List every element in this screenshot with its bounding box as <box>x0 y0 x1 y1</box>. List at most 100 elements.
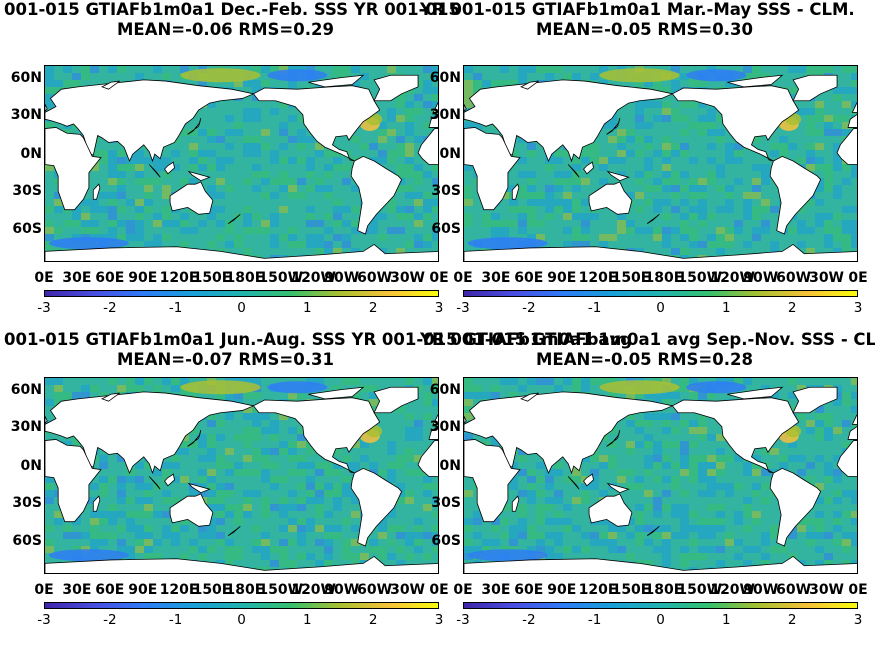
land-mass <box>464 439 521 523</box>
lon-tick-label: 150E <box>192 270 232 286</box>
lon-tick-label: 0E <box>34 582 54 598</box>
land-mass <box>45 555 438 573</box>
lat-tick-label: 30S <box>12 183 42 200</box>
panel-title-line1: YR 001-015 GTIAFb1m0a1 Mar.-May SSS - CL… <box>420 0 855 19</box>
land-mass <box>432 414 438 425</box>
lon-tick-label: 150W <box>258 270 304 286</box>
colorbar-tick-label: 3 <box>853 300 863 316</box>
lat-tick-label: 60N <box>10 381 42 398</box>
lon-tick-label: 120W <box>710 582 755 598</box>
land-mass <box>252 397 381 474</box>
map-canvas <box>464 66 857 261</box>
land-mass <box>836 128 857 165</box>
land-mass <box>671 85 800 162</box>
colorbar-tick-label: 3 <box>434 612 444 628</box>
lat-tick-label: 60N <box>429 69 461 86</box>
lon-tick-label: 0E <box>453 582 473 598</box>
lon-tick-label: 90W <box>324 270 360 286</box>
land-mass <box>164 161 175 175</box>
panel-title-line1: 001-015 GTIAFb1m0a1 Jun.-Aug. SSS YR 001… <box>4 330 633 349</box>
colorbar-tick-label: 0 <box>237 300 246 316</box>
land-mass <box>101 80 120 90</box>
land-mass <box>45 416 48 424</box>
land-mass <box>428 425 438 440</box>
lat-tick-label: 0N <box>439 457 461 474</box>
salinity-map-0 <box>44 65 439 262</box>
land-mass <box>520 80 539 90</box>
land-mass <box>373 74 419 102</box>
lat-tick-label: 30N <box>10 107 42 124</box>
lon-tick-label: 150W <box>677 582 723 598</box>
land-mass <box>511 495 520 512</box>
colorbar-tick-label: -2 <box>522 612 536 628</box>
land-mass <box>148 476 161 490</box>
land-mass <box>836 440 857 477</box>
panel-title-line1: YR 001-015 GTIAFb1m0a1 avg Sep.-Nov. SSS… <box>420 330 875 349</box>
lon-tick-label: 60E <box>514 582 544 598</box>
lat-tick-label: 0N <box>20 457 42 474</box>
land-mass <box>45 243 438 261</box>
lat-tick-label: 30S <box>431 183 461 200</box>
land-mass <box>606 170 630 182</box>
colorbar-tick-label: -3 <box>456 612 470 628</box>
lon-tick-label: 180E <box>225 270 265 286</box>
land-mass <box>45 127 102 211</box>
map-canvas <box>45 378 438 573</box>
land-mass <box>588 181 633 215</box>
land-mass <box>428 113 438 128</box>
map-panel-son: YR 001-015 GTIAFb1m0a1 avg Sep.-Nov. SSS… <box>420 330 875 656</box>
lon-tick-label: 90W <box>324 582 360 598</box>
land-mass <box>671 397 800 474</box>
land-mass <box>417 440 438 477</box>
land-mass <box>847 425 857 440</box>
colorbar-tick-label: 2 <box>368 612 378 628</box>
land-mass <box>464 416 467 424</box>
lon-tick-label: 120W <box>291 270 336 286</box>
map-canvas <box>464 378 857 573</box>
land-mass <box>511 183 520 200</box>
colorbar-tick-label: 1 <box>303 612 312 628</box>
lon-tick-label: 90E <box>547 270 577 286</box>
land-mass <box>417 128 438 165</box>
lon-tick-label: 60E <box>514 270 544 286</box>
lon-tick-label: 0E <box>429 270 449 286</box>
salinity-map-2 <box>44 377 439 574</box>
land-mass <box>727 386 784 400</box>
lon-tick-label: 90W <box>743 582 779 598</box>
land-mass <box>92 495 101 512</box>
lon-tick-label: 90E <box>128 582 158 598</box>
land-mass <box>227 214 241 224</box>
lat-tick-label: 30N <box>429 107 461 124</box>
lon-tick-label: 150W <box>677 270 723 286</box>
land-mass <box>92 183 101 200</box>
lon-tick-label: 150E <box>611 582 651 598</box>
land-mass <box>252 85 381 162</box>
land-mass <box>464 79 674 163</box>
land-mass <box>583 473 594 487</box>
land-mass <box>851 414 857 425</box>
lon-tick-label: 120E <box>578 270 618 286</box>
lat-tick-label: 30S <box>12 495 42 512</box>
lon-tick-label: 150W <box>258 582 304 598</box>
map-panel-mam: YR 001-015 GTIAFb1m0a1 Mar.-May SSS - CL… <box>420 0 875 325</box>
land-mass <box>148 164 161 178</box>
salinity-map-3 <box>463 377 858 574</box>
colorbar-tick-label: -2 <box>103 300 117 316</box>
land-mass <box>350 155 403 235</box>
land-mass <box>769 467 822 547</box>
colorbar-tick-label: 0 <box>656 300 665 316</box>
colorbar-tick-label: -1 <box>168 300 183 316</box>
land-mass <box>227 526 241 536</box>
land-mass <box>520 392 539 402</box>
lat-tick-label: 0N <box>439 145 461 162</box>
land-mass <box>606 430 621 447</box>
lat-tick-label: 30N <box>429 419 461 436</box>
lon-tick-label: 90E <box>547 582 577 598</box>
panel-title-line2: MEAN=-0.05 RMS=0.28 <box>536 350 753 369</box>
land-mass <box>567 476 580 490</box>
colorbar <box>463 290 858 297</box>
colorbar-tick-label: 2 <box>787 612 797 628</box>
lon-tick-label: 120W <box>710 270 755 286</box>
land-mass <box>169 493 214 527</box>
land-mass <box>588 493 633 527</box>
